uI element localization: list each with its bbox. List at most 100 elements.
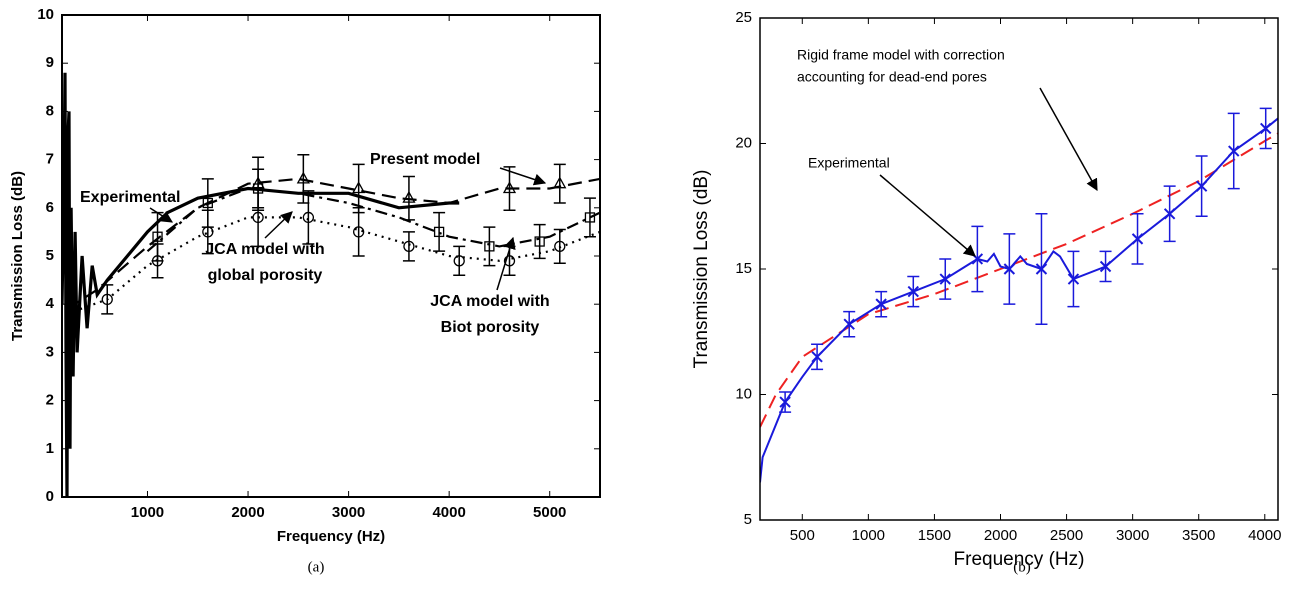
error-bar — [201, 178, 214, 228]
marker — [484, 241, 495, 252]
annotation: Biot porosity — [441, 319, 540, 336]
caption: (a) — [308, 559, 325, 575]
marker — [1035, 263, 1048, 275]
marker — [352, 181, 366, 194]
x-tick-label: 1500 — [918, 527, 951, 544]
error-bar — [503, 166, 516, 211]
marker — [252, 211, 264, 224]
series-line — [760, 117, 1278, 483]
annotation: Present model — [370, 151, 480, 168]
x-axis-label: Frequency (Hz) — [954, 549, 1085, 570]
error-bar — [302, 190, 315, 245]
x-tick-label: 2000 — [984, 527, 1017, 544]
y-tick-label: 10 — [37, 6, 54, 23]
annotation-arrow — [496, 236, 516, 291]
marker — [1067, 273, 1080, 285]
marker — [152, 231, 163, 242]
error-bar — [483, 226, 496, 267]
x-tick-label: 3500 — [1182, 527, 1215, 544]
annotation-arrow — [264, 211, 293, 239]
y-tick-label: 1 — [46, 440, 54, 457]
annotation: Rigid frame model with correction — [797, 47, 1005, 63]
error-marker — [453, 245, 466, 277]
annotation: JCA model with — [205, 241, 324, 258]
error-marker — [1163, 185, 1176, 243]
marker — [1099, 260, 1112, 273]
marker — [939, 273, 951, 285]
y-tick-label: 10 — [735, 385, 752, 402]
series-line — [66, 177, 600, 310]
y-tick-label: 6 — [46, 199, 54, 216]
error-marker — [252, 168, 265, 209]
error-marker — [553, 163, 567, 204]
error-marker — [1259, 107, 1272, 150]
error-marker — [1067, 250, 1080, 308]
series-line — [62, 72, 460, 497]
x-tick-label: 4000 — [432, 504, 465, 521]
annotation-arrow — [1039, 87, 1098, 192]
x-tick-label: 5000 — [533, 504, 566, 521]
x-tick-label: 2000 — [231, 504, 264, 521]
error-bar — [553, 163, 566, 204]
y-tick-label: 3 — [46, 343, 54, 360]
marker — [843, 318, 855, 330]
annotation-arrow — [879, 174, 976, 257]
error-marker — [583, 197, 596, 238]
error-marker — [502, 166, 517, 211]
marker — [907, 285, 919, 298]
y-tick-label: 5 — [46, 247, 54, 264]
y-tick-label: 7 — [46, 151, 54, 168]
error-bar — [252, 168, 265, 209]
marker — [554, 240, 566, 253]
marker — [503, 255, 516, 267]
annotation: global porosity — [208, 267, 323, 284]
error-bar — [402, 231, 415, 262]
marker — [433, 226, 445, 238]
panel-a: 0 1 2 3 4 5 6 7 8 9 10 1000 2000 3000 4000 5000 Frequenc… — [9, 6, 601, 575]
error-marker — [553, 228, 566, 264]
series-line — [760, 132, 1278, 428]
marker — [101, 293, 113, 306]
error-bar — [533, 223, 546, 260]
marker — [584, 212, 596, 223]
annotation: Experimental — [808, 155, 890, 171]
x-tick-label: 1000 — [131, 504, 164, 521]
marker — [1260, 122, 1272, 135]
x-tick-label: 4000 — [1248, 527, 1281, 544]
marker — [1228, 145, 1240, 157]
plot-frame — [61, 14, 601, 498]
marker — [811, 351, 823, 363]
marker — [202, 197, 213, 209]
y-axis-label: Transmission Loss (dB) — [9, 171, 26, 341]
error-marker — [433, 211, 446, 252]
error-marker — [1003, 233, 1016, 305]
y-tick-label: 25 — [735, 9, 752, 26]
marker — [502, 181, 517, 194]
error-marker — [483, 226, 496, 267]
error-marker — [201, 178, 214, 228]
error-marker — [843, 310, 856, 338]
plot-frame — [759, 17, 1279, 521]
error-marker — [875, 290, 888, 318]
marker — [875, 298, 887, 310]
error-marker — [1131, 213, 1144, 265]
marker — [534, 236, 545, 247]
marker — [1131, 233, 1144, 245]
error-marker — [1035, 213, 1048, 325]
marker — [1003, 263, 1016, 275]
error-marker — [402, 231, 415, 262]
error-marker — [533, 223, 546, 260]
annotation: accounting for dead-end pores — [797, 69, 987, 85]
x-tick-label: 1000 — [852, 527, 885, 544]
error-marker — [1099, 250, 1112, 283]
marker — [1195, 180, 1208, 192]
annotation: Experimental — [80, 189, 180, 206]
error-marker — [402, 175, 416, 221]
error-marker — [811, 343, 824, 371]
marker — [1163, 208, 1176, 220]
marker — [453, 255, 465, 267]
marker — [296, 171, 310, 184]
error-marker — [101, 284, 114, 315]
y-tick-label: 2 — [46, 392, 54, 409]
